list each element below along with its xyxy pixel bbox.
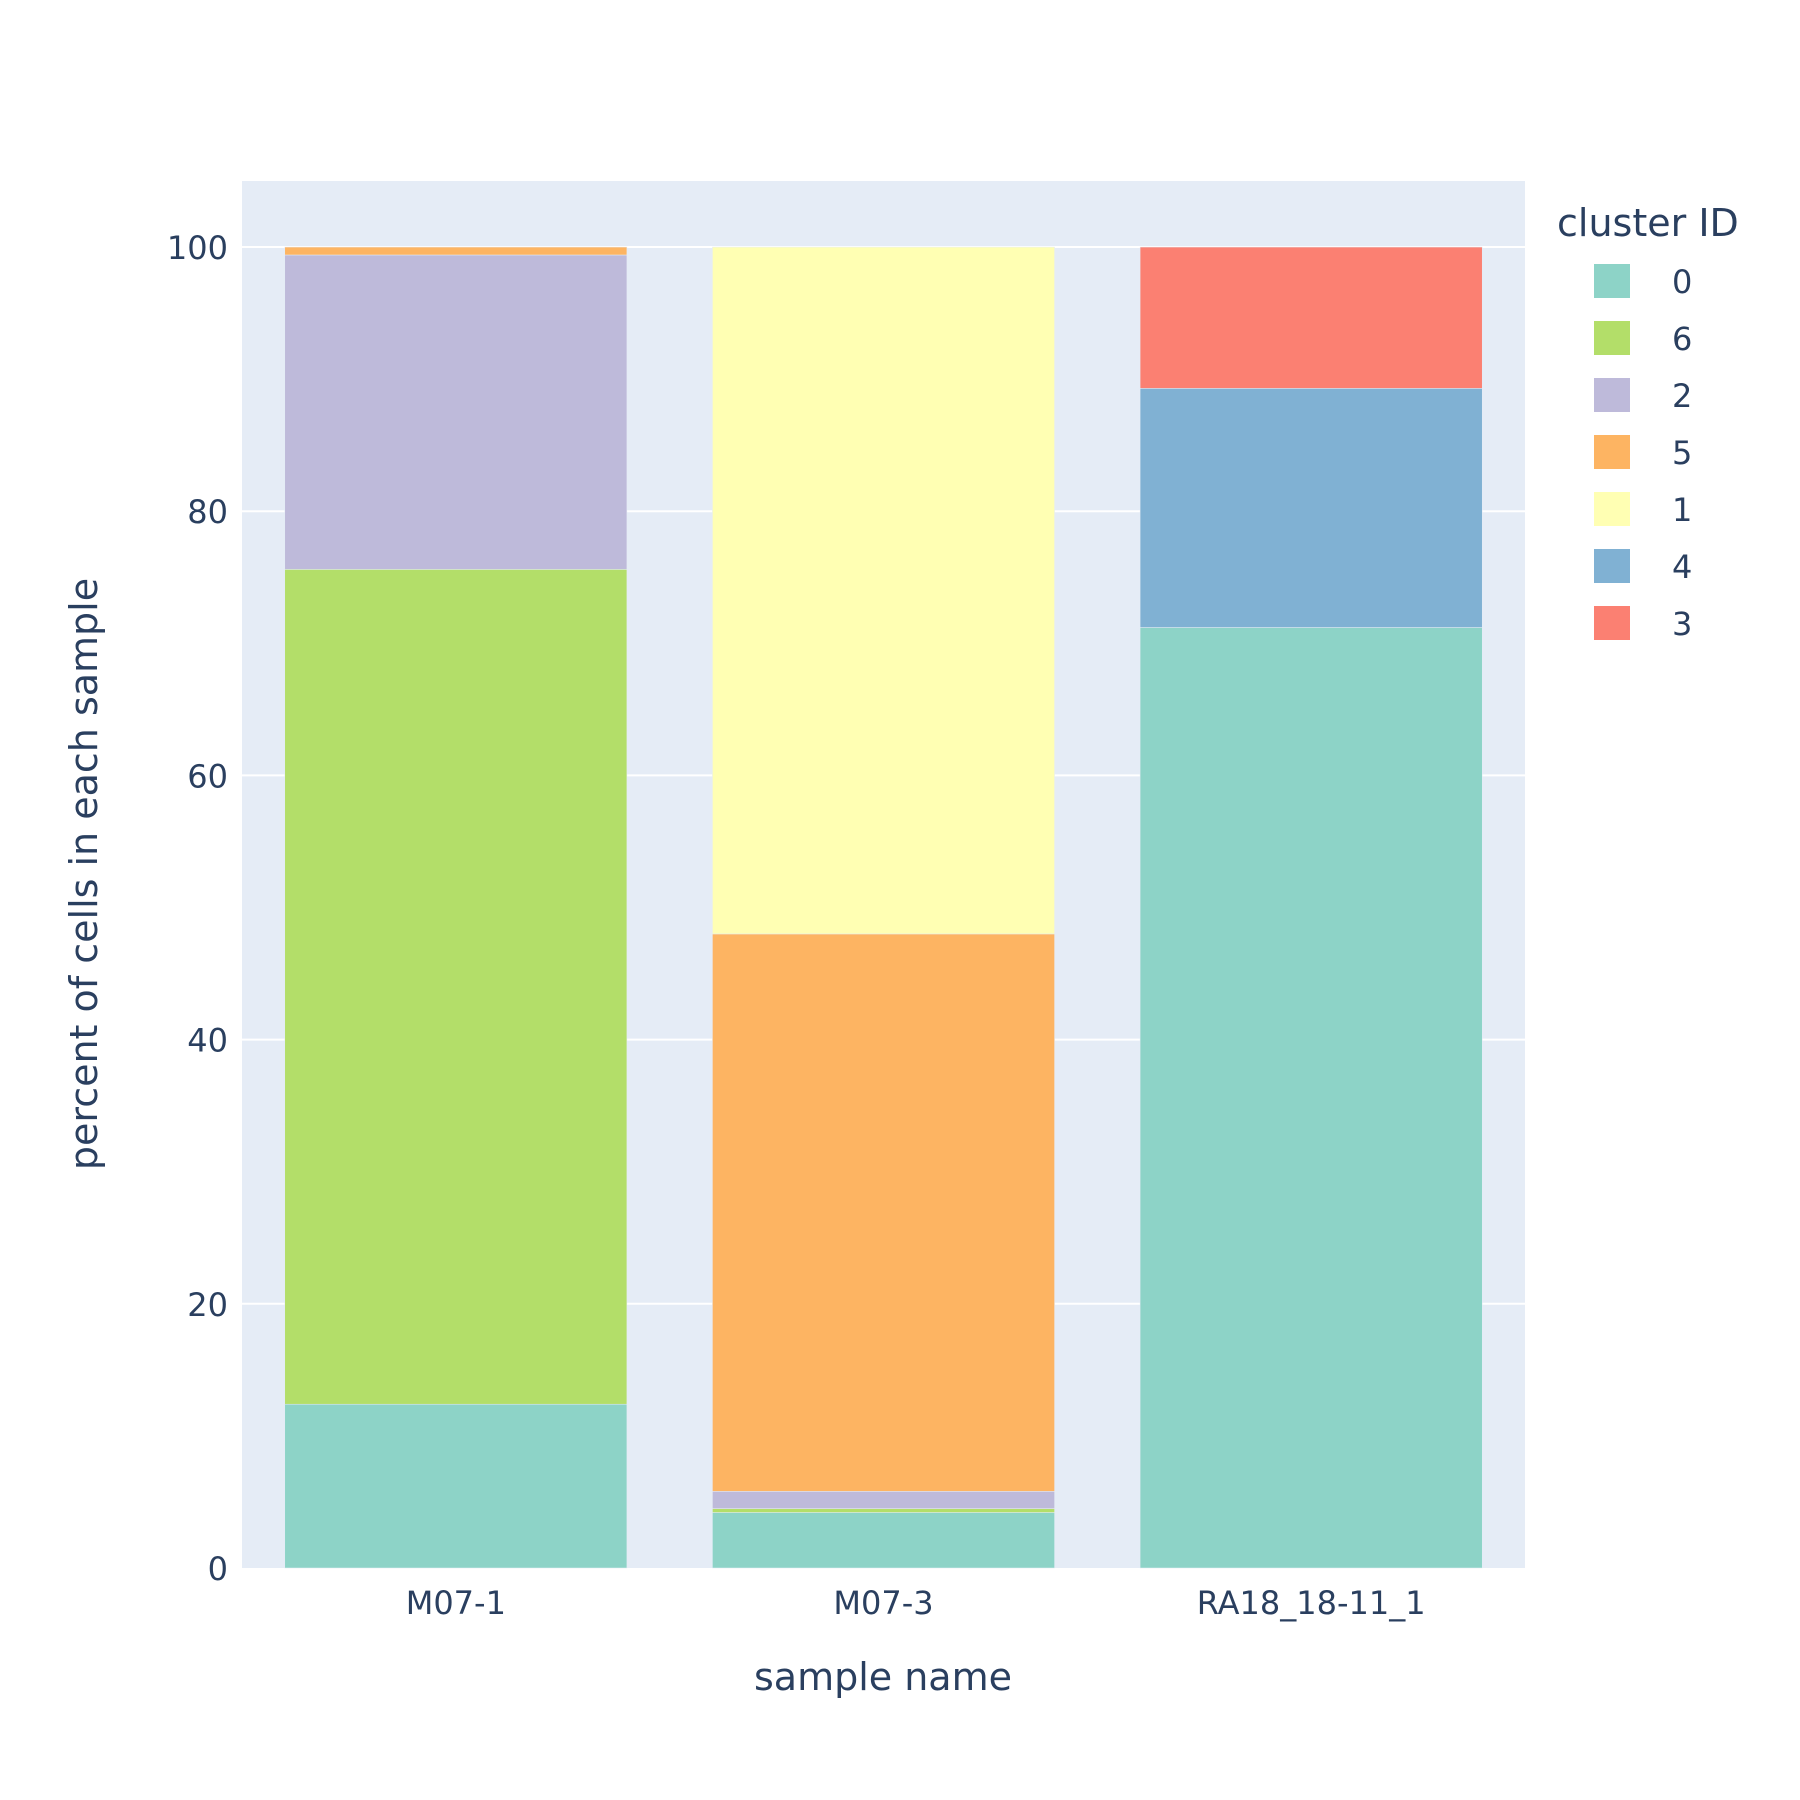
x-tick-label-M07-1: M07-1 [406, 1584, 506, 1622]
y-tick-label-40: 40 [187, 1022, 228, 1060]
bar-M07-3-cluster-5[interactable] [712, 933, 1055, 1492]
bar-M07-1-cluster-5[interactable] [284, 246, 628, 256]
legend-title: cluster ID [1557, 201, 1739, 245]
bar-RA18_18-11_1-cluster-0[interactable] [1139, 627, 1483, 1569]
legend-swatch-6 [1594, 321, 1630, 355]
x-axis-title: sample name [754, 1655, 1012, 1699]
bar-M07-3-cluster-1[interactable] [712, 246, 1055, 935]
bar-M07-3-cluster-2[interactable] [712, 1491, 1055, 1509]
legend-item-2[interactable]: 2 [1594, 377, 1692, 415]
bar-M07-1-cluster-6[interactable] [284, 569, 628, 1405]
legend-item-4[interactable]: 4 [1594, 548, 1692, 586]
legend-item-5[interactable]: 5 [1594, 434, 1692, 472]
legend-item-1[interactable]: 1 [1594, 491, 1692, 529]
x-tick-label-M07-3: M07-3 [833, 1584, 933, 1622]
legend-label-4: 4 [1672, 548, 1692, 586]
y-tick-label-0: 0 [208, 1550, 228, 1588]
bar-RA18_18-11_1-cluster-3[interactable] [1139, 246, 1483, 389]
x-tick-labels: M07-1 M07-3 RA18_18-11_1 [406, 1584, 1426, 1622]
bars [284, 246, 1483, 1569]
bar-M07-1-cluster-2[interactable] [284, 254, 628, 570]
legend-label-5: 5 [1672, 434, 1692, 472]
legend-item-6[interactable]: 6 [1594, 320, 1692, 358]
legend-label-6: 6 [1672, 320, 1692, 358]
legend-swatch-1 [1594, 492, 1630, 526]
bar-RA18_18-11_1-cluster-4[interactable] [1139, 388, 1483, 628]
legend-item-0[interactable]: 0 [1594, 263, 1692, 301]
legend-swatch-3 [1594, 606, 1630, 640]
y-tick-labels: 0 20 40 60 80 100 [167, 229, 228, 1588]
y-tick-label-60: 60 [187, 757, 228, 795]
legend-swatch-2 [1594, 378, 1630, 412]
legend-label-1: 1 [1672, 491, 1692, 529]
legend-item-3[interactable]: 3 [1594, 605, 1692, 643]
legend-label-3: 3 [1672, 605, 1692, 643]
bar-M07-3-cluster-0[interactable] [712, 1512, 1055, 1569]
y-axis-title: percent of cells in each sample [62, 578, 106, 1170]
x-tick-label-RA18_18-11_1: RA18_18-11_1 [1197, 1584, 1426, 1622]
legend-label-2: 2 [1672, 377, 1692, 415]
legend-swatch-5 [1594, 435, 1630, 469]
legend-label-0: 0 [1672, 263, 1692, 301]
bar-M07-1-cluster-0[interactable] [284, 1403, 628, 1569]
legend-swatch-4 [1594, 549, 1630, 583]
bar-M07-3-cluster-6[interactable] [712, 1508, 1055, 1513]
legend-swatch-0 [1594, 264, 1630, 298]
legend: cluster ID 0 6 2 5 1 4 3 [1557, 201, 1739, 643]
y-tick-label-20: 20 [187, 1286, 228, 1324]
y-tick-label-80: 80 [187, 493, 228, 531]
y-tick-label-100: 100 [167, 229, 228, 267]
